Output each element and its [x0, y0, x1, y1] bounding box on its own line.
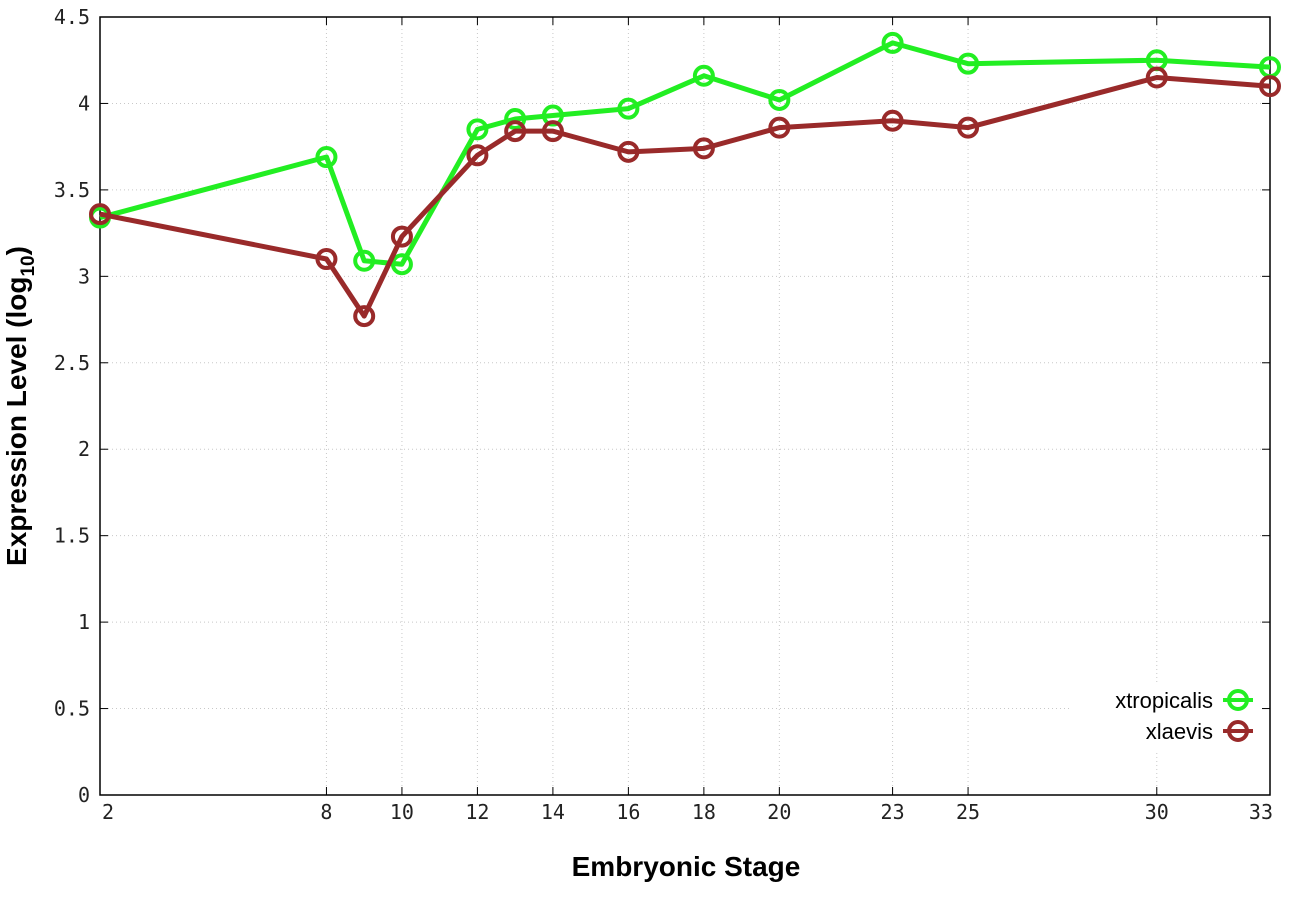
x-tick-label: 20 [767, 800, 791, 824]
y-axis-title-close: ) [1, 246, 32, 255]
y-tick-label: 3.5 [54, 178, 90, 202]
y-tick-label: 0 [78, 783, 90, 807]
x-axis-title: Embryonic Stage [572, 851, 801, 882]
data-point-xlaevis [957, 116, 980, 139]
x-tick-label: 14 [541, 800, 565, 824]
data-point-xtropicalis [541, 104, 564, 127]
series-line-xlaevis [99, 75, 1271, 319]
data-point-xlaevis [315, 248, 338, 271]
data-point-xlaevis [89, 203, 111, 226]
data-point-xtropicalis [768, 88, 791, 111]
x-tick-label: 18 [692, 800, 716, 824]
y-tick-label: 3 [78, 264, 90, 288]
legend-marker-xtropicalis [1227, 689, 1249, 711]
legend: xtropicalis xlaevis [1072, 682, 1262, 750]
x-tick-label: 10 [390, 800, 414, 824]
y-axis-title: Expression Level (log10) [1, 246, 39, 566]
data-point-xlaevis [692, 137, 715, 160]
y-tick-label: 0.5 [54, 697, 90, 721]
x-tick-label: 23 [881, 800, 905, 824]
data-point-xlaevis [617, 140, 640, 163]
legend-label-xlaevis: xlaevis [1146, 719, 1213, 744]
data-point-xtropicalis [315, 146, 338, 169]
y-tick-label: 2.5 [54, 351, 90, 375]
data-point-xtropicalis [957, 52, 980, 75]
data-point-xtropicalis [692, 64, 715, 87]
y-tick-label: 4 [78, 91, 90, 115]
y-tick-label: 4.5 [54, 5, 90, 29]
data-point-xtropicalis [390, 253, 413, 276]
data-point-xlaevis [768, 116, 791, 139]
grid [100, 17, 1270, 795]
series-line-xtropicalis [99, 40, 1271, 267]
data-point-xtropicalis [466, 118, 489, 141]
legend-label-xtropicalis: xtropicalis [1115, 688, 1213, 713]
data-point-xtropicalis [353, 249, 376, 272]
legend-marker-xlaevis [1227, 720, 1249, 742]
data-point-xtropicalis [881, 31, 904, 54]
plot-frame [99, 16, 1271, 796]
x-tick-label: 12 [465, 800, 489, 824]
data-point-xtropicalis [617, 97, 640, 120]
data-point-xlaevis [390, 225, 413, 248]
data-point-xlaevis [504, 120, 527, 143]
data-point-xlaevis [466, 144, 489, 167]
x-tick-label: 33 [1249, 800, 1273, 824]
data-point-xlaevis [881, 109, 904, 132]
y-axis-title-subscript: 10 [18, 255, 39, 276]
y-tick-label: 1.5 [54, 524, 90, 548]
y-tick-label: 2 [78, 437, 90, 461]
x-tick-label: 30 [1145, 800, 1169, 824]
x-tick-label: 8 [320, 800, 332, 824]
data-point-xtropicalis [504, 108, 527, 131]
y-axis: 0 0.5 1 1.5 2 2.5 3 3.5 4 4.5 [54, 5, 1270, 807]
data-point-xlaevis [353, 305, 376, 328]
y-axis-title-main: Expression Level (log [1, 277, 32, 566]
y-tick-label: 1 [78, 610, 90, 634]
x-tick-label: 16 [616, 800, 640, 824]
series-layer [89, 31, 1281, 328]
data-point-xlaevis [1259, 75, 1281, 98]
x-tick-label: 2 [102, 800, 114, 824]
data-point-xlaevis [1145, 66, 1168, 89]
x-axis: 2 8 10 12 14 16 18 20 23 25 30 33 [99, 17, 1273, 824]
data-point-xlaevis [541, 120, 564, 143]
x-tick-label: 25 [956, 800, 980, 824]
